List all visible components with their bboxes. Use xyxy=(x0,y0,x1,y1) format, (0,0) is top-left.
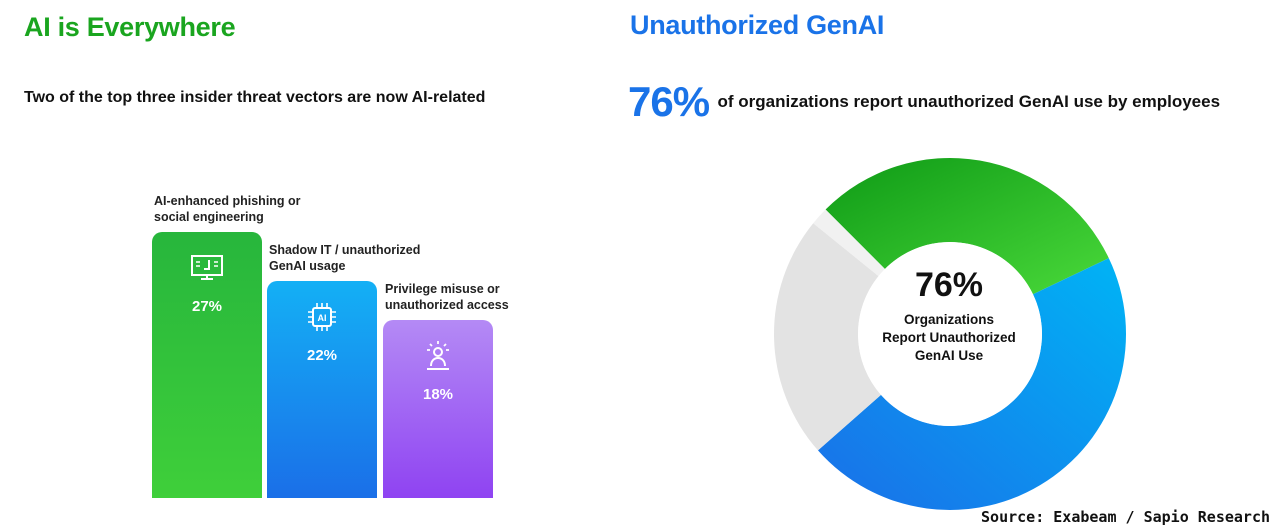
bar-value-label: 22% xyxy=(306,346,338,364)
bar-category-label: Shadow IT / unauthorized GenAI usage xyxy=(269,242,449,274)
source-note: Source: Exabeam / Sapio Research xyxy=(981,508,1270,526)
ai-chip-icon: AI xyxy=(304,299,340,335)
bar-category-line: AI-enhanced phishing or xyxy=(154,193,301,208)
donut-center-value: 76% xyxy=(914,266,984,304)
stat-line: 76% of organizations report unauthorized… xyxy=(628,78,1220,126)
bar-category-line: unauthorized access xyxy=(385,298,509,313)
donut-center-label: Organizations Report Unauthorized GenAI … xyxy=(849,311,1049,365)
donut-slice-gap xyxy=(813,209,885,277)
svg-text:AI: AI xyxy=(318,313,327,323)
bar-category-line: GenAI usage xyxy=(269,258,346,273)
left-subtitle: Two of the top three insider threat vect… xyxy=(24,89,486,106)
left-title: AI is Everywhere xyxy=(24,12,236,42)
stat-text: of organizations report unauthorized Gen… xyxy=(717,92,1221,111)
bar-category-label: AI-enhanced phishing or social engineerin… xyxy=(154,193,334,225)
donut-slice-rest xyxy=(774,223,881,451)
donut-slice-main-green xyxy=(825,158,1109,295)
bar-value-label: 27% xyxy=(191,297,223,315)
bar-category-line: Shadow IT / unauthorized xyxy=(269,242,421,257)
donut-center-line: Organizations xyxy=(903,312,994,327)
bar xyxy=(267,280,377,498)
donut-center-line: GenAI Use xyxy=(914,348,984,363)
monitor-code-icon xyxy=(189,250,225,286)
bar-category-label: Privilege misuse or unauthorized access xyxy=(385,281,565,313)
donut-slice-main-blue xyxy=(817,258,1126,511)
donut-hole xyxy=(858,242,1042,426)
donut-chart xyxy=(774,158,1126,511)
bar xyxy=(383,320,493,498)
user-alert-icon xyxy=(420,338,456,374)
bar-category-line: Privilege misuse or xyxy=(385,282,500,297)
right-title: Unauthorized GenAI xyxy=(630,10,885,40)
donut-center-line: Report Unauthorized xyxy=(882,330,1016,345)
bar-category-line: social engineering xyxy=(154,209,264,224)
stat-value: 76% xyxy=(628,78,710,125)
bar-value-label: 18% xyxy=(422,386,454,404)
